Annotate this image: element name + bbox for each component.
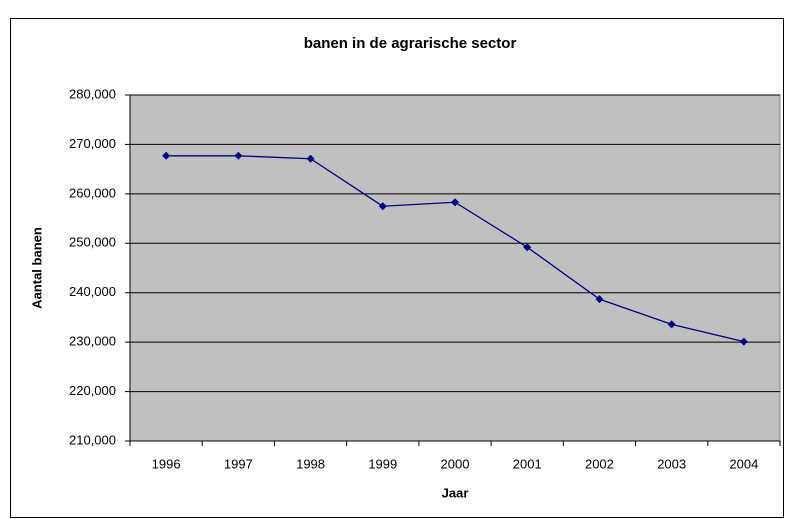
x-tick-label: 2001 bbox=[513, 456, 542, 471]
x-tick-label: 1998 bbox=[296, 456, 325, 471]
data-point bbox=[667, 320, 676, 329]
x-tick-label: 2002 bbox=[585, 456, 614, 471]
data-point bbox=[523, 243, 532, 252]
x-tick-label: 2003 bbox=[657, 456, 686, 471]
y-tick-label: 260,000 bbox=[69, 185, 116, 200]
data-point bbox=[378, 202, 387, 211]
x-tick-label: 1996 bbox=[152, 456, 181, 471]
x-tick-label: 1997 bbox=[224, 456, 253, 471]
y-axis-title: Aantal banen bbox=[29, 227, 44, 309]
x-tick-label: 2004 bbox=[729, 456, 758, 471]
data-point bbox=[306, 154, 315, 163]
y-tick-label: 280,000 bbox=[69, 86, 116, 101]
x-axis-title: Jaar bbox=[442, 485, 469, 500]
y-tick-label: 210,000 bbox=[69, 432, 116, 447]
x-tick-label: 1999 bbox=[368, 456, 397, 471]
x-tick-label: 2000 bbox=[441, 456, 470, 471]
data-point bbox=[595, 295, 604, 304]
data-point bbox=[739, 337, 748, 346]
chart-title: banen in de agrarische sector bbox=[304, 35, 517, 52]
data-point bbox=[162, 151, 171, 160]
y-tick-label: 240,000 bbox=[69, 284, 116, 299]
data-point bbox=[451, 198, 459, 207]
y-tick-label: 270,000 bbox=[69, 136, 116, 151]
y-tick-label: 250,000 bbox=[69, 235, 116, 250]
data-point bbox=[234, 151, 243, 160]
y-tick-label: 230,000 bbox=[69, 334, 116, 349]
y-tick-label: 220,000 bbox=[69, 383, 116, 398]
plot-area bbox=[129, 94, 781, 442]
